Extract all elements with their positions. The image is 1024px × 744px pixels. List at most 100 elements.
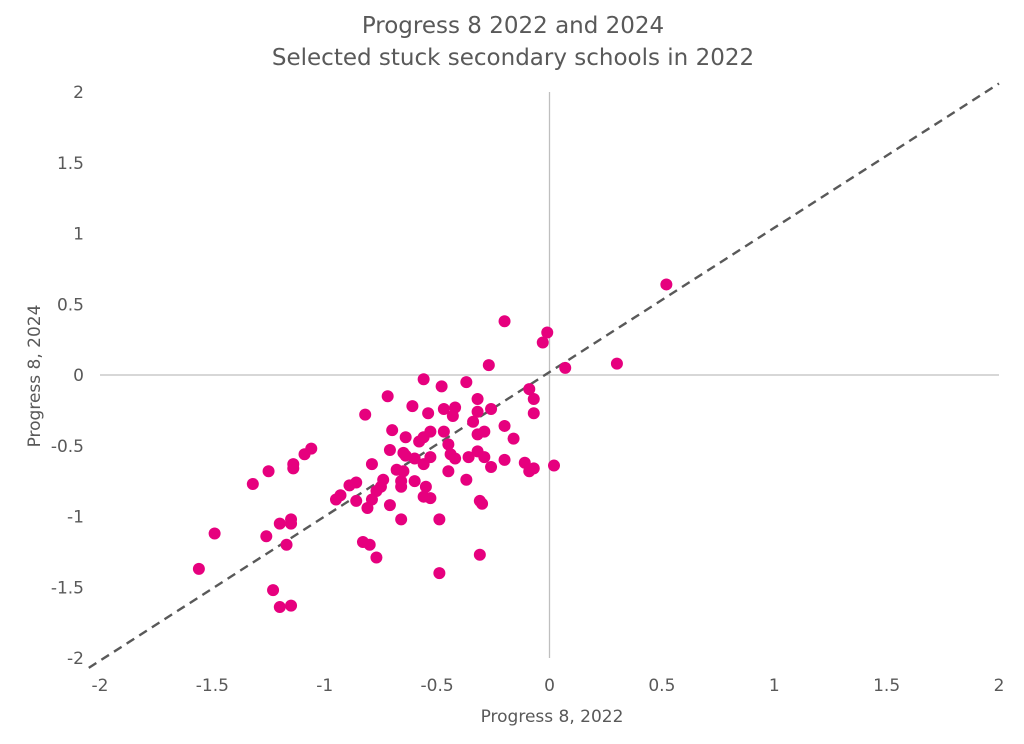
data-point [413,435,426,448]
data-point [471,445,484,458]
data-point [473,548,486,561]
data-point [541,326,554,339]
data-point [287,462,300,475]
data-point [370,551,383,564]
data-point [356,535,369,548]
data-point [417,458,430,471]
data-point [498,419,511,432]
data-point [246,477,259,490]
data-point [395,513,408,526]
x-tick-labels: -2 -1.5 -1 -0.5 0 0.5 1 1.5 2 [92,676,1005,696]
x-tick-label: -1 [316,676,333,696]
data-point [518,456,531,469]
data-point [471,428,484,441]
data-point [273,517,286,530]
data-point [444,448,457,461]
data-point [208,527,221,540]
data-point [473,494,486,507]
data-point [523,383,536,396]
data-point [498,453,511,466]
x-tick-label: -0.5 [421,676,454,696]
data-point [383,499,396,512]
data-point [397,446,410,459]
data-point [442,438,455,451]
data-point [433,567,446,580]
scatter-points [192,278,673,614]
x-tick-label: -2 [92,676,109,696]
data-point [471,405,484,418]
y-tick-label: 1.5 [57,154,84,174]
data-point [260,530,273,543]
data-point [381,390,394,403]
y-axis-label: Progress 8, 2024 [25,305,45,448]
data-point [406,400,419,413]
data-point [467,415,480,428]
y-tick-label: -2 [67,649,84,669]
data-point [507,432,520,445]
data-point [498,315,511,328]
data-point [192,562,205,575]
data-point [460,473,473,486]
data-point [462,451,475,464]
y-tick-label: -1 [67,508,84,528]
data-point [262,465,275,478]
data-point [343,479,356,492]
data-point [660,278,673,291]
data-point [273,601,286,614]
data-point [395,480,408,493]
data-point [383,443,396,456]
data-point [285,517,298,530]
data-point [298,448,311,461]
data-point [419,480,432,493]
chart-title: Progress 8 2022 and 2024 [362,13,664,39]
data-point [267,584,280,597]
y-tick-labels: -2 -1.5 -1 -0.5 0 0.5 1 1.5 2 [51,83,84,669]
data-point [460,376,473,389]
x-tick-label: 0.5 [648,676,675,696]
y-tick-label: 2 [73,83,84,103]
y-tick-label: -0.5 [51,437,84,457]
x-tick-label: 1.5 [873,676,900,696]
data-point [527,393,540,406]
data-point [359,408,372,421]
data-point [386,424,399,437]
data-point [433,513,446,526]
y-tick-label: 0.5 [57,295,84,315]
chart-subtitle: Selected stuck secondary schools in 2022 [272,45,754,71]
data-point [485,402,498,415]
data-point [437,402,450,415]
data-point [559,361,572,374]
data-point [399,431,412,444]
data-point [446,410,459,423]
data-point [485,460,498,473]
data-point [536,336,549,349]
data-point [417,373,430,386]
data-point [482,359,495,372]
data-point [437,425,450,438]
data-point [361,502,374,515]
data-point [365,458,378,471]
y-tick-label: -1.5 [51,578,84,598]
data-point [390,463,403,476]
data-point [471,393,484,406]
x-tick-label: 1 [769,676,780,696]
data-point [422,407,435,420]
data-point [417,490,430,503]
x-axis-label: Progress 8, 2022 [481,707,624,727]
x-tick-label: -1.5 [196,676,229,696]
x-tick-label: 2 [994,676,1005,696]
data-point [442,465,455,478]
y-tick-label: 0 [73,366,84,386]
data-point [435,380,448,393]
data-point [408,475,421,488]
y-tick-label: 1 [73,225,84,245]
data-point [547,459,560,472]
data-point [610,357,623,370]
data-point [350,494,363,507]
reference-line [88,82,1000,669]
data-point [527,407,540,420]
data-point [285,599,298,612]
x-tick-label: 0 [544,676,555,696]
data-point [280,538,293,551]
